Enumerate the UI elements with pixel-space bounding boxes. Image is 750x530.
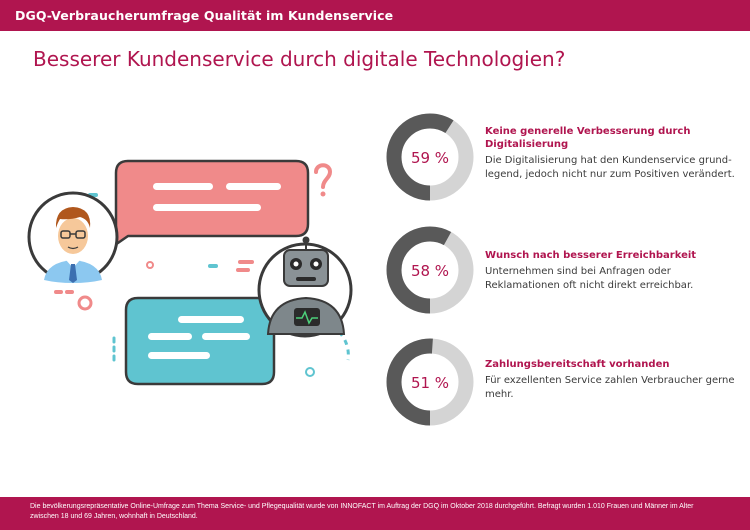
stat-description: Die Digitalisierung hat den Kundenservic… [485,155,735,180]
stat-heading: Zahlungsbereitschaft vorhanden [485,359,670,370]
donut-chart-3: 51 % [386,338,474,426]
stat-heading: Keine generelle Verbesserung durch Digit… [485,126,691,150]
page-title: Besserer Kundenservice durch digitale Te… [33,47,566,71]
chat-illustration [27,159,353,386]
donut-value-label: 59 % [411,149,449,167]
stat-description: Unternehmen sind bei Anfragen oder Rekla… [485,266,694,291]
person-avatar-icon [27,191,119,283]
footer-bar: Die bevölkerungsrepräsentative Online-Um… [0,497,750,530]
donut-charts: 59 % 58 % 51 % [386,113,474,426]
stat-description: Für exzellenten Service zahlen Verbrauch… [485,375,735,400]
header-title: DGQ-Verbraucherumfrage Qualität im Kunde… [15,8,394,23]
footer-note: Die bevölkerungsrepräsentative Online-Um… [30,503,694,520]
header-bar: DGQ-Verbraucherumfrage Qualität im Kunde… [0,0,750,31]
robot-avatar-icon [257,236,353,338]
donut-value-label: 58 % [411,262,449,280]
donut-value-label: 51 % [411,374,449,392]
donut-chart-2: 58 % [386,226,474,314]
donut-value-arc [386,113,474,201]
stat-heading: Wunsch nach besserer Erreichbarkeit [485,250,697,261]
stat-block-2: Wunsch nach besserer Erreichbarkeit Unte… [485,249,735,293]
stat-block-1: Keine generelle Verbesserung durch Digit… [485,125,735,182]
question-mark-icon [314,163,333,197]
donut-chart-1: 59 % [386,113,474,201]
donut-value-arc [386,338,474,426]
donut-value-arc [386,226,474,314]
stat-block-3: Zahlungsbereitschaft vorhanden Für exzel… [485,358,735,402]
speech-bubble-icon [100,159,310,256]
